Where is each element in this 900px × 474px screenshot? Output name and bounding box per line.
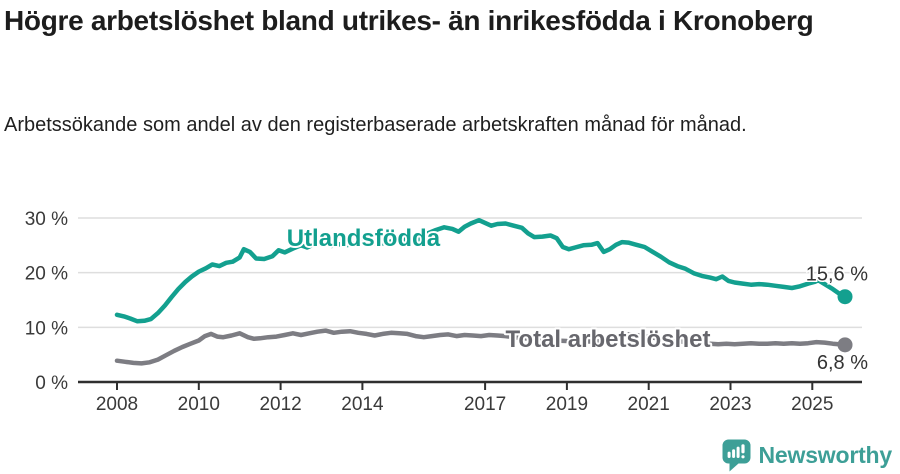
series-label-total-arbetsl-shet: Total arbetslöshet (506, 326, 711, 353)
y-tick-label-0: 0 % (35, 373, 68, 394)
line-chart: 0 % 10 % 20 % 30 % 2008 2010 2012 2014 2017 2019 2… (25, 209, 870, 415)
newsworthy-logo-icon (722, 439, 751, 472)
brand-name: Newsworthy (758, 442, 893, 468)
series-end-dot-total-arbetsl-shet (837, 337, 853, 353)
series-end-value-utlandsf-dda: 15,6 % (806, 264, 868, 286)
x-tick-label-2021: 2021 (628, 394, 670, 415)
x-tick-label-2017: 2017 (464, 394, 506, 415)
series-end-dot-utlandsf-dda (837, 289, 853, 305)
x-tick-label-2012: 2012 (259, 394, 301, 415)
x-tick-label-2008: 2008 (96, 394, 138, 415)
y-tick-label-30: 30 % (25, 209, 68, 230)
series-line-total-arbetsl-shet (114, 328, 848, 366)
x-tick-label-2025: 2025 (791, 394, 833, 415)
x-tick-label-2014: 2014 (341, 394, 384, 415)
x-tick-label-2023: 2023 (709, 394, 751, 415)
brand-footer-link[interactable]: Newsworthy (722, 439, 892, 472)
x-tick-label-2010: 2010 (178, 394, 220, 415)
series-label-utlandsf-dda: Utlandsfödda (287, 225, 441, 252)
y-tick-label-10: 10 % (25, 318, 68, 339)
chart-subtitle: Arbetssökande som andel av den registerb… (4, 114, 747, 136)
chart-title: Högre arbetslöshet bland utrikes- än inr… (4, 5, 814, 36)
series-line-utlandsf-dda (114, 217, 848, 324)
y-tick-label-20: 20 % (25, 264, 68, 285)
x-tick-label-2019: 2019 (546, 394, 588, 415)
series-end-value-total-arbetsl-shet: 6,8 % (817, 352, 868, 374)
